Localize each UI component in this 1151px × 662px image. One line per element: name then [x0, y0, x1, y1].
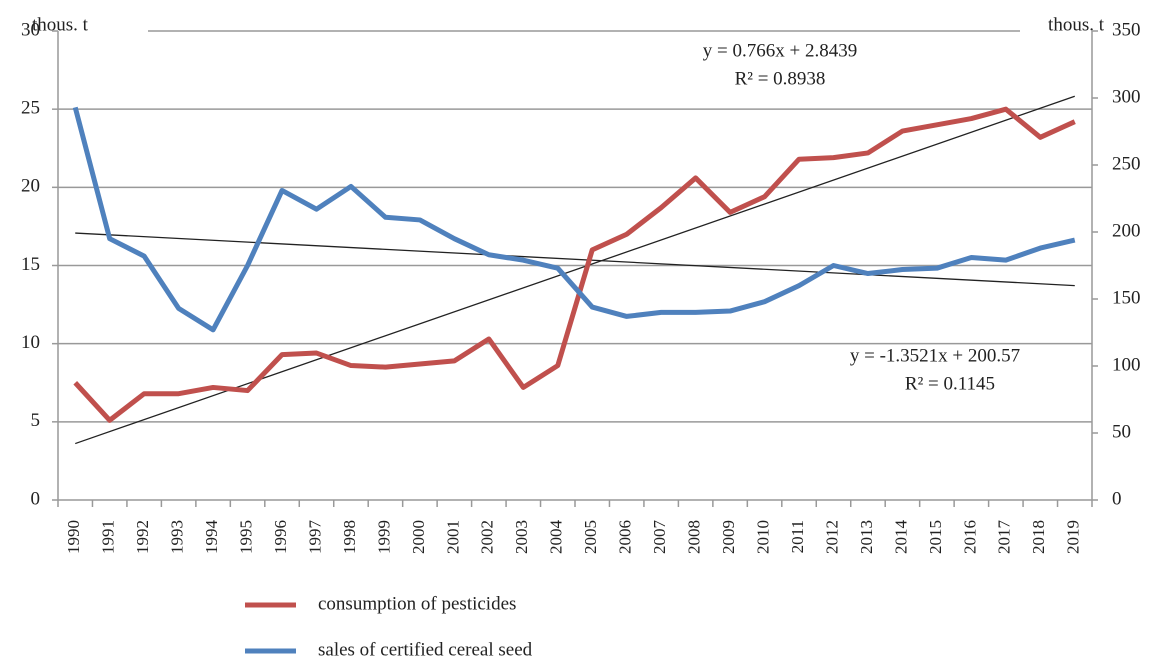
y-axis-label: thous. t — [32, 14, 89, 35]
x-tick-label: 2001 — [443, 520, 462, 554]
y-tick-label: 10 — [21, 332, 40, 353]
x-tick-label: 1993 — [168, 520, 187, 554]
x-tick-label: 1997 — [305, 520, 324, 555]
y2-tick-label: 100 — [1112, 354, 1141, 375]
x-tick-label: 1996 — [271, 520, 290, 554]
y-tick-label: 15 — [21, 254, 40, 275]
x-tick-label: 2010 — [753, 520, 772, 554]
y2-tick-label: 150 — [1112, 287, 1141, 308]
y-tick-label: 25 — [21, 98, 40, 119]
x-tick-label: 1994 — [202, 520, 221, 555]
x-tick-label: 1998 — [340, 520, 359, 554]
y2-axis-label: thous. t — [1048, 14, 1105, 35]
x-tick-label: 2012 — [822, 520, 841, 554]
x-tick-label: 2009 — [719, 520, 738, 554]
x-tick-label: 2003 — [512, 520, 531, 554]
x-tick-label: 2006 — [616, 520, 635, 554]
y2-tick-label: 250 — [1112, 153, 1141, 174]
x-tick-label: 2008 — [685, 520, 704, 554]
x-tick-label: 2018 — [1029, 520, 1048, 554]
y2-tick-label: 0 — [1112, 488, 1122, 509]
x-tick-label: 2013 — [857, 520, 876, 554]
x-tick-label: 2000 — [409, 520, 428, 554]
trend-line — [75, 232, 1075, 287]
y2-tick-label: 50 — [1112, 421, 1131, 442]
x-tick-label: 2014 — [891, 520, 910, 555]
y-tick-label: 20 — [21, 176, 40, 197]
x-tick-label: 2017 — [995, 519, 1014, 554]
x-tick-label: 2004 — [547, 520, 566, 555]
x-tick-label: 1990 — [64, 520, 83, 554]
x-tick-label: 2015 — [926, 520, 945, 554]
x-tick-label: 2007 — [650, 520, 669, 555]
series-line — [73, 106, 1076, 423]
x-tick-label: 1995 — [236, 520, 255, 554]
trend-equation: y = -1.3521x + 200.57 — [850, 345, 1020, 366]
y2-tick-label: 350 — [1112, 19, 1141, 40]
series-line — [72, 106, 1076, 333]
x-tick-label: 2019 — [1064, 520, 1083, 554]
trend-equation: y = 0.766x + 2.8439 — [703, 40, 857, 61]
x-tick-label: 1999 — [374, 520, 393, 554]
y-tick-label: 0 — [31, 488, 41, 509]
y2-tick-label: 200 — [1112, 220, 1141, 241]
x-tick-label: 2002 — [478, 520, 497, 554]
x-tick-label: 1992 — [133, 520, 152, 554]
y2-tick-label: 300 — [1112, 86, 1141, 107]
x-tick-label: 2016 — [960, 520, 979, 554]
legend-label: consumption of pesticides — [318, 593, 516, 614]
trend-r2: R² = 0.1145 — [905, 373, 995, 394]
trend-line — [75, 95, 1075, 445]
x-tick-label: 2005 — [581, 520, 600, 554]
y-tick-label: 5 — [31, 410, 41, 431]
x-tick-label: 1991 — [99, 520, 118, 554]
x-tick-label: 2011 — [788, 520, 807, 553]
trend-r2: R² = 0.8938 — [735, 68, 826, 89]
legend-label: sales of certified cereal seed — [318, 639, 533, 660]
y-tick-label: 30 — [21, 19, 40, 40]
